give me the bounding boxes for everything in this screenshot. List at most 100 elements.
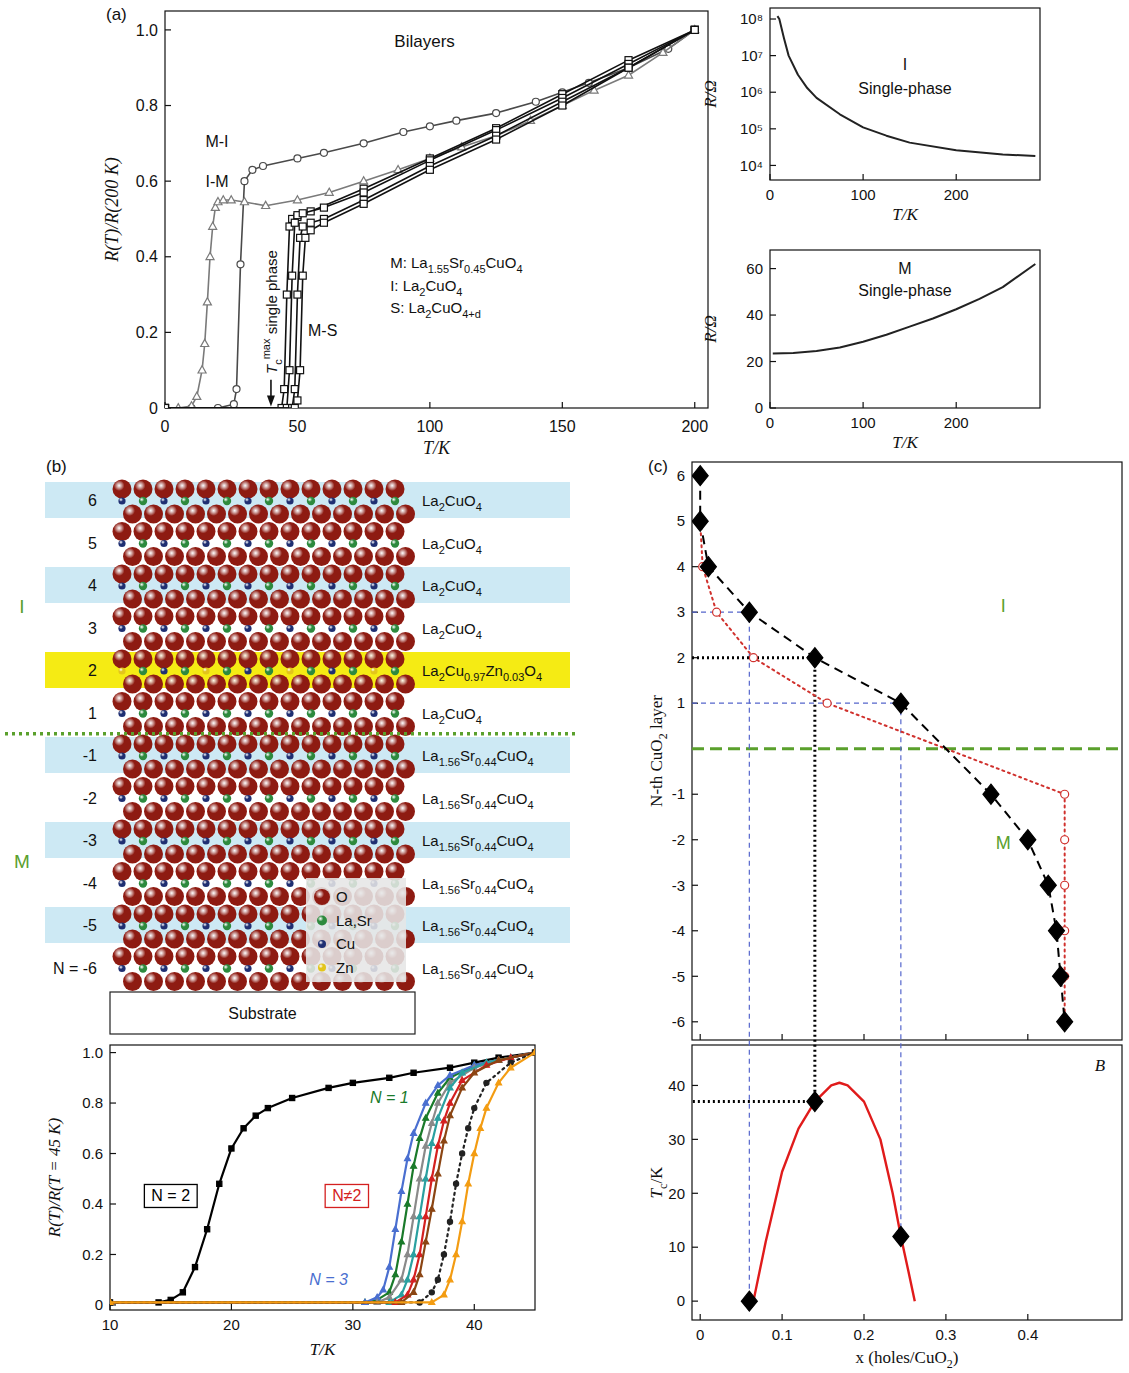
atom [265,837,273,845]
atom [165,632,184,651]
x-axis-title: x (holes/CuO2) [856,1348,959,1371]
atom [370,795,377,802]
x-tick-label: 200 [681,418,708,435]
marker [240,198,248,205]
atom [365,607,384,626]
legend-swatch [317,916,327,926]
y-tick [110,1102,116,1103]
marker [411,1276,417,1281]
atom [265,667,273,675]
atom [370,710,377,717]
text-part: Cu [497,875,516,892]
atom [139,752,147,760]
marker [625,64,632,71]
atom [391,497,399,505]
marker [260,163,267,170]
atom [139,837,147,845]
atom [239,522,258,541]
atom [307,837,315,845]
atom [344,650,363,669]
atom [207,972,226,991]
atom [244,667,251,674]
atom [365,777,384,796]
annotation: Bilayers [394,32,454,51]
atom [113,735,132,754]
text-part: 4 [476,501,482,513]
text-part: La [422,705,439,722]
atom [244,922,251,929]
layer-number: -3 [83,832,97,849]
atom [370,497,377,504]
annotation: Single-phase [858,282,952,299]
text-part: O [647,739,666,751]
atom [344,607,363,626]
chart: 00.10.20.30.4010203040x (holes/CuO2)Tc/K… [647,1045,1122,1371]
atom [176,480,195,499]
atom [239,650,258,669]
text-part: La [422,960,439,977]
atom [218,820,237,839]
marker [429,1299,435,1304]
text-part: x (holes/ [856,1348,915,1367]
atom [139,667,147,675]
atom [165,547,184,566]
y-tick [692,839,698,840]
atom [349,497,357,505]
atom [118,497,125,504]
atom [181,964,189,972]
atom [291,802,310,821]
atom [260,565,279,584]
marker [360,189,367,196]
atom [328,710,335,717]
y-tick-label: 10⁵ [740,120,763,137]
atom [286,540,293,547]
atom [386,607,405,626]
marker [165,405,169,409]
atom [281,692,300,711]
atom [228,547,247,566]
y-tick [692,930,698,931]
atom [218,905,237,924]
marker [429,1140,435,1145]
atom [202,710,209,717]
atom [265,582,273,590]
layer-formula: La2CuO4 [422,705,482,726]
marker [299,272,306,279]
atom [176,565,195,584]
atom [354,505,373,524]
atom [202,965,209,972]
atom [197,820,216,839]
atom [323,735,342,754]
atom [312,505,331,524]
marker [110,1299,113,1304]
atom [223,964,231,972]
marker [453,117,460,124]
atom [144,675,163,694]
atom [365,480,384,499]
atom [207,845,226,864]
atom [160,795,167,802]
interface-line [5,732,575,736]
text-part: 4 [456,286,462,298]
atom [291,675,310,694]
atom [176,692,195,711]
atom [218,692,237,711]
text-part: Sr [460,790,475,807]
atom [207,632,226,651]
annotation: Single-phase [858,80,952,97]
atom [218,480,237,499]
x-tick [945,1314,946,1320]
series-line [165,30,695,408]
series-line [110,1053,535,1303]
atom [249,972,268,991]
atom [349,837,357,845]
marker [400,128,407,135]
atom [328,540,335,547]
atom [249,802,268,821]
text-part: O [516,917,528,934]
marker [290,1095,295,1100]
atom [113,820,132,839]
legend-swatch [314,889,330,905]
atom [333,675,352,694]
atom [270,590,289,609]
